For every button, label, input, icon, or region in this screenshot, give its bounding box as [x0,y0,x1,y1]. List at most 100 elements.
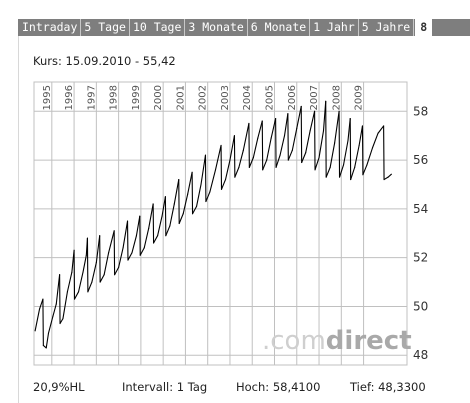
price-line-segment [329,142,336,168]
price-line-segment [309,110,316,132]
price-line-segment [77,271,84,293]
price-line-segment [262,159,268,171]
x-tick-label: 1998 [109,85,120,110]
price-line-segment [178,213,184,225]
price-line-segment [275,154,281,168]
price-line-segment [114,266,120,276]
price-line-segment [238,149,244,168]
price-line-segment [91,261,97,283]
price-line-segment [45,332,50,349]
tab-5-tage[interactable]: 5 Tage [81,19,130,36]
x-tick-label: 2008 [331,85,342,110]
y-tick-label: 54 [413,202,428,216]
price-line-segment [135,215,141,237]
price-line-segment [366,147,374,166]
y-tick-label: 48 [413,348,428,362]
price-line-segment [266,137,272,161]
price-line-segment [82,254,87,273]
price-line-segment [283,113,289,137]
price-line-segment [39,298,44,310]
price-line-segment [205,191,211,203]
watermark-direct: direct [326,326,412,356]
price-line-segment [122,220,129,249]
price-line-segment [55,274,61,305]
axis-ticks: 48 50 52 54 56 58 1995 1996 1997 1998 1999 2000 2001… [42,85,428,362]
price-line-segment [87,281,93,293]
tab-intraday[interactable]: Intraday [18,19,82,36]
price-line-segment [325,166,331,178]
plot-frame [33,81,408,366]
tab-3-monate[interactable]: 3 Monate [185,19,248,36]
price-line-segment [187,171,193,195]
price-line-segment [161,196,166,217]
price-line-segment [139,247,145,256]
price-line-segment [214,144,222,171]
period-tab-bar: Intraday 5 Tage 10 Tage 3 Monate 6 Monat… [18,19,470,36]
price-line-segment [62,291,68,320]
price-line-segment [196,183,202,207]
price-line-segment [52,303,57,317]
price-line-segment [118,247,124,268]
price-line-segment [252,137,259,159]
x-tick-label: 1997 [86,85,97,110]
price-line-segment [165,225,171,237]
price-line-segment [192,205,198,215]
x-tick-label: 2007 [309,85,320,110]
tab-1-jahr[interactable]: 1 Jahr [310,19,359,36]
price-line-segment [169,203,175,227]
x-tick-label: 2000 [153,85,164,110]
price-line-segment [350,166,356,181]
price-line-segment [242,122,250,151]
price-line-segment [99,274,105,283]
x-tick-label: 1996 [64,85,75,110]
price-line-segment [354,144,360,168]
price-line-segment [229,135,235,161]
hl-label: 20,9%HL [33,380,85,394]
chart-panel [18,36,469,403]
intervall-label: Intervall: 1 Tag [122,380,208,394]
x-tick-label: 2003 [220,85,231,110]
x-tick-label: 2001 [175,85,186,110]
price-line-segment [362,164,368,176]
tab-10-tage[interactable]: 10 Tage [130,19,186,36]
price-line-segment [358,125,364,146]
price-line-segment [182,193,189,215]
x-tick-label: 2004 [242,85,253,110]
price-line-segment [314,157,320,171]
tab-more[interactable]: 8 [415,19,433,36]
price-line-segment [334,110,340,144]
watermark-com: .com [262,326,326,356]
price-line-segment [173,179,180,205]
price-line-segment [59,318,64,325]
y-tick-label: 50 [413,299,428,313]
price-line-segment [301,152,307,164]
x-tick-label: 1999 [131,85,142,110]
price-line-segment [371,132,379,149]
y-tick-label: 56 [413,153,428,167]
price-line-segment [47,315,54,334]
price-line-segment [73,291,80,300]
price-line-segment [200,154,207,186]
x-tick-label: 2009 [354,85,365,110]
price-line-segment [318,130,325,159]
quote-label: Kurs: 15.09.2010 - 55,42 [33,54,176,68]
y-tick-label: 58 [413,104,428,118]
tab-5-jahre[interactable]: 5 Jahre [359,19,415,36]
price-line-segment [108,230,115,254]
x-tick-label: 1995 [42,85,53,110]
price-line-segment [66,271,73,293]
series-lines [34,100,392,349]
price-line-segment [291,127,298,151]
price-line-segment [157,215,163,237]
price-line-segment [387,173,392,178]
tab-6-monate[interactable]: 6 Monate [248,19,311,36]
price-line-segment [305,130,311,154]
price-line-segment [270,118,277,139]
price-line-segment [131,235,137,254]
x-tick-label: 2002 [198,85,209,110]
y-tick-label: 52 [413,251,428,265]
svg-text:.comdirect: .comdirect [262,326,412,356]
price-line-segment [383,176,389,181]
tief-label: Tief: 48,3300 [350,380,426,394]
